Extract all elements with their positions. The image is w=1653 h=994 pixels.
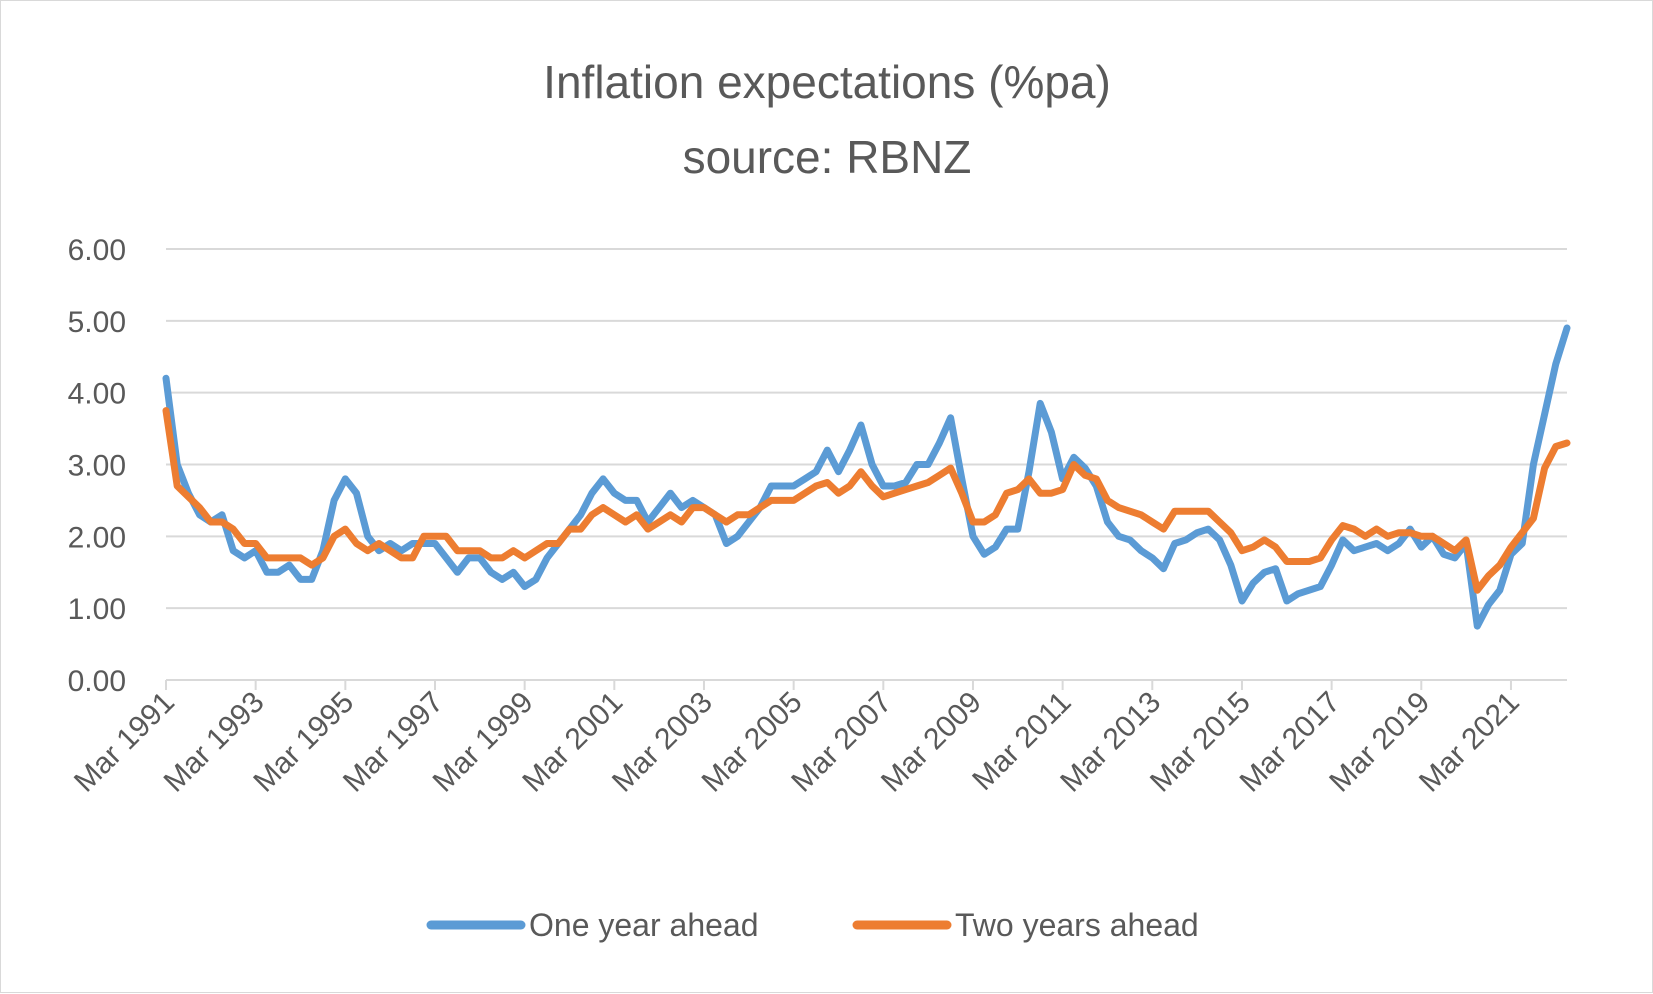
y-tick-label: 0.00 [68,665,126,698]
chart-subtitle: source: RBNZ [683,131,972,183]
legend-label-two-year: Two years ahead [955,907,1199,943]
series-line-one-year [162,324,1571,630]
legend-label-one-year: One year ahead [529,907,759,943]
x-tick-label: Mar 2021 [1413,686,1526,799]
x-tick-label: Mar 2009 [875,686,988,799]
y-axis-ticks: 0.00 1.00 2.00 3.00 4.00 5.00 6.00 [68,234,126,698]
x-axis [165,679,1567,690]
series-lines [162,324,1571,630]
y-tick-label: 4.00 [68,378,126,411]
y-tick-label: 2.00 [68,521,126,554]
series-line-two-year [162,407,1571,594]
legend: One year ahead Two years ahead [426,907,1199,943]
grid-lines [166,248,1567,610]
y-tick-label: 6.00 [68,234,126,267]
y-tick-label: 5.00 [68,306,126,339]
y-tick-label: 1.00 [68,593,126,626]
y-tick-label: 3.00 [68,450,126,483]
chart-title: Inflation expectations (%pa) [543,56,1111,108]
